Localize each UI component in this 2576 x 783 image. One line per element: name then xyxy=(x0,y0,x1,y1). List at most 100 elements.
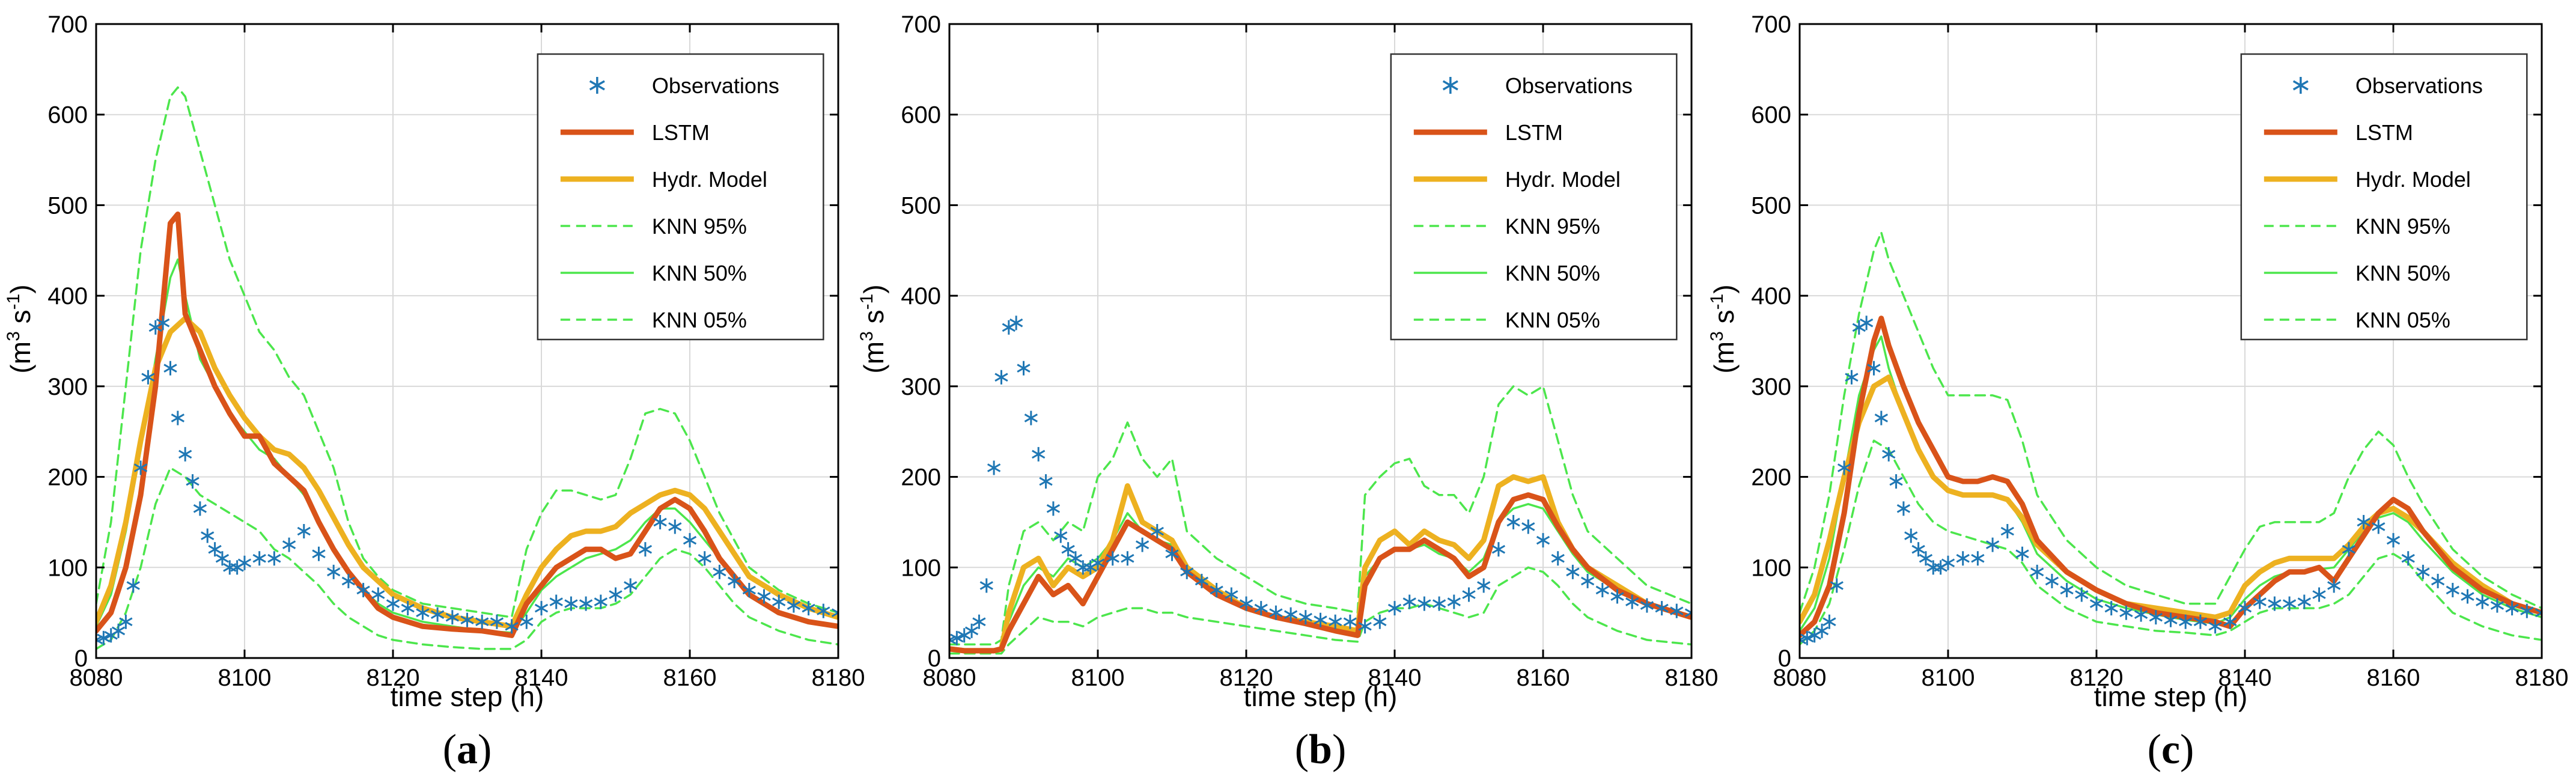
observation-point xyxy=(1822,614,1836,629)
y-axis-label-part: s xyxy=(858,309,889,331)
observation-point xyxy=(1506,514,1520,529)
series-line-knn-95 xyxy=(1800,231,2542,614)
legend: Observations LSTM Hydr. Model KNN 95% KNN 50… xyxy=(1390,53,1678,341)
observation-point xyxy=(1329,614,1342,629)
y-tick-label: 700 xyxy=(901,11,941,38)
observation-point xyxy=(624,578,638,593)
x-axis-label: time step (h) xyxy=(391,681,544,712)
observation-point xyxy=(683,533,697,548)
chart-panel-b: 8080 8100 8120 8140 8160 8180 0 100 200 300 400 500… xyxy=(857,11,1718,773)
y-tick-label: 200 xyxy=(901,465,941,491)
observation-point xyxy=(133,460,148,475)
observation-point xyxy=(1800,632,1807,647)
plot-series-group xyxy=(949,315,1691,655)
observation-point xyxy=(1046,501,1061,516)
observation-point xyxy=(1017,361,1031,376)
legend-label: KNN 95% xyxy=(652,214,747,239)
legend-label: Observations xyxy=(652,73,779,98)
y-axis-label-part: 3 xyxy=(857,331,877,341)
observation-point xyxy=(1655,601,1669,616)
x-axis-label: time step (h) xyxy=(2094,681,2248,712)
legend-item: KNN 05% xyxy=(2264,308,2450,332)
x-axis-label: time step (h) xyxy=(1244,681,1398,712)
observation-point xyxy=(2312,587,2326,602)
legend-marker-icon xyxy=(1442,77,1458,94)
observation-point xyxy=(1580,573,1595,588)
observation-point xyxy=(1373,614,1387,629)
legend-label: Hydr. Model xyxy=(1505,167,1621,192)
legend-item: KNN 05% xyxy=(1413,308,1600,332)
observation-point xyxy=(772,594,786,609)
y-tick-label: 0 xyxy=(928,645,941,672)
observation-point xyxy=(1971,551,1985,566)
observation-point xyxy=(2060,582,2074,597)
legend-label: KNN 50% xyxy=(1505,261,1600,285)
observation-point xyxy=(742,582,756,597)
y-tick-label: 500 xyxy=(1751,192,1791,219)
observation-point xyxy=(2045,573,2059,588)
observation-point xyxy=(1640,598,1654,613)
observation-point xyxy=(1625,594,1639,609)
legend-label: KNN 05% xyxy=(652,308,747,332)
observation-point xyxy=(312,546,326,561)
observation-point xyxy=(1800,630,1814,645)
observation-point xyxy=(1566,564,1580,579)
observation-point xyxy=(1299,610,1312,625)
legend-item: KNN 50% xyxy=(560,261,747,285)
observation-point xyxy=(1106,551,1119,566)
observation-point xyxy=(119,614,133,629)
observation-point xyxy=(1210,582,1223,597)
observation-point xyxy=(2268,596,2282,611)
y-tick-label: 0 xyxy=(1778,645,1791,672)
observation-point xyxy=(1889,474,1903,489)
legend-item: Observations xyxy=(2292,73,2483,98)
panel-label: (b) xyxy=(1295,727,1347,773)
y-tick-label: 600 xyxy=(1751,102,1791,129)
y-tick-label: 0 xyxy=(75,645,88,672)
y-tick-label: 200 xyxy=(47,465,88,491)
legend-label: KNN 50% xyxy=(652,261,747,285)
observation-point xyxy=(171,410,184,425)
observation-point xyxy=(475,614,489,629)
observation-point xyxy=(156,315,170,331)
x-tick-label: 8120 xyxy=(2070,665,2124,691)
x-tick-label: 8080 xyxy=(70,665,123,691)
x-tick-label: 8120 xyxy=(367,665,420,691)
observation-point xyxy=(2416,564,2430,579)
y-tick-label: 700 xyxy=(1751,11,1791,38)
observation-point xyxy=(1195,573,1209,588)
observation-point xyxy=(1860,315,1874,331)
observation-point xyxy=(564,596,578,611)
legend-item: Hydr. Model xyxy=(1413,167,1621,192)
legend-item: LSTM xyxy=(1413,120,1563,145)
observation-point xyxy=(1283,607,1298,622)
observation-point xyxy=(1417,596,1431,611)
chart-panel-c: 8080 8100 8120 8140 8160 8180 0 100 200 300 400 500… xyxy=(1707,11,2568,773)
legend-box xyxy=(2240,53,2528,341)
observation-point xyxy=(668,519,682,534)
legend-box xyxy=(537,53,824,341)
observation-point xyxy=(141,370,155,385)
observation-point xyxy=(1225,587,1238,602)
observation-point xyxy=(505,619,519,634)
y-axis-label: (m3 s-1) xyxy=(857,284,889,373)
plot-series-group xyxy=(96,86,838,650)
observation-point xyxy=(1684,605,1691,620)
observation-point xyxy=(1358,619,1372,634)
legend-label: Hydr. Model xyxy=(652,167,767,192)
observation-point xyxy=(356,582,370,597)
observation-point xyxy=(2431,573,2445,588)
x-tick-label: 8100 xyxy=(1071,665,1125,691)
y-tick-label: 700 xyxy=(47,11,88,38)
y-tick-label: 100 xyxy=(901,555,941,581)
panel-letter: c xyxy=(2161,727,2180,773)
series-line-knn-95 xyxy=(949,385,1691,646)
y-tick-label: 500 xyxy=(901,192,941,219)
observation-point xyxy=(2520,603,2534,618)
observation-point xyxy=(267,551,281,566)
y-tick-label: 300 xyxy=(47,374,88,400)
observation-point xyxy=(2490,598,2504,613)
observation-point xyxy=(2327,578,2341,593)
observation-point xyxy=(97,630,111,645)
observation-point xyxy=(252,551,266,566)
